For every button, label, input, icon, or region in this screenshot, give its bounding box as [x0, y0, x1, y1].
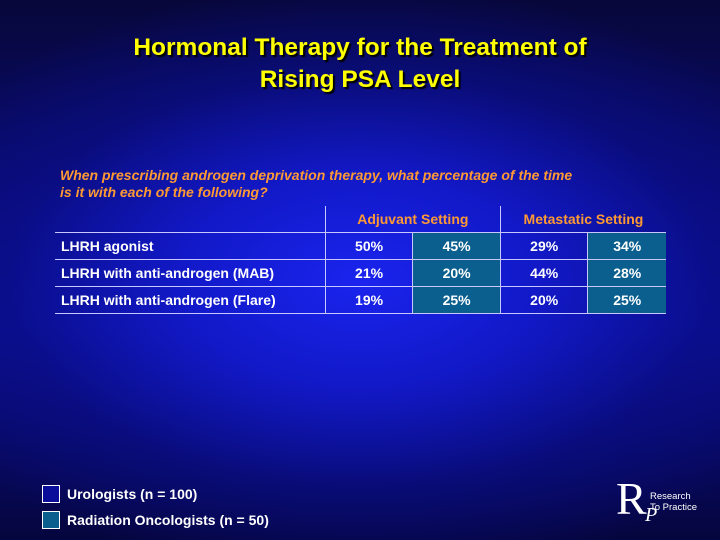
- table-row: LHRH with anti-androgen (Flare) 19% 25% …: [55, 286, 666, 314]
- slide-title: Hormonal Therapy for the Treatment of Ri…: [0, 32, 720, 96]
- question-line-1: When prescribing androgen deprivation th…: [60, 167, 573, 183]
- empty-header-cell: [55, 206, 326, 233]
- legend-label: Radiation Oncologists (n = 50): [67, 512, 269, 528]
- research-to-practice-logo: R P Research To Practice: [616, 474, 716, 528]
- radiation-metastatic-value: 28%: [587, 259, 666, 287]
- legend-item-radiation-oncologists: Radiation Oncologists (n = 50): [42, 511, 269, 529]
- metastatic-setting-header: Metastatic Setting: [500, 206, 666, 233]
- row-label: LHRH with anti-androgen (MAB): [55, 259, 326, 287]
- legend-label: Urologists (n = 100): [67, 486, 198, 502]
- radiation-metastatic-value: 34%: [587, 232, 666, 260]
- radiation-adjuvant-value: 45%: [412, 232, 501, 260]
- urologists-adjuvant-value: 19%: [325, 286, 414, 314]
- logo-text-line-1: Research: [650, 491, 691, 502]
- title-line-2: Rising PSA Level: [259, 66, 461, 93]
- logo-letter-r: R: [616, 473, 647, 524]
- radiation-adjuvant-value: 25%: [412, 286, 501, 314]
- urologists-adjuvant-value: 50%: [325, 232, 414, 260]
- row-label: LHRH agonist: [55, 232, 326, 260]
- results-table: Adjuvant Setting Metastatic Setting LHRH…: [55, 206, 666, 314]
- survey-question: When prescribing androgen deprivation th…: [60, 167, 680, 201]
- legend-item-urologists: Urologists (n = 100): [42, 485, 197, 503]
- title-line-1: Hormonal Therapy for the Treatment of: [133, 34, 587, 61]
- table-row: LHRH with anti-androgen (MAB) 21% 20% 44…: [55, 259, 666, 287]
- legend-swatch-radiation-oncologists: [42, 511, 60, 529]
- table-row: LHRH agonist 50% 45% 29% 34%: [55, 232, 666, 260]
- adjuvant-setting-header: Adjuvant Setting: [325, 206, 501, 233]
- urologists-metastatic-value: 29%: [500, 232, 589, 260]
- urologists-adjuvant-value: 21%: [325, 259, 414, 287]
- urologists-metastatic-value: 20%: [500, 286, 589, 314]
- logo-letter-p: P: [645, 504, 658, 526]
- legend-swatch-urologists: [42, 485, 60, 503]
- table-header-row: Adjuvant Setting Metastatic Setting: [55, 206, 666, 233]
- question-line-2: is it with each of the following?: [60, 184, 268, 200]
- row-label: LHRH with anti-androgen (Flare): [55, 286, 326, 314]
- urologists-metastatic-value: 44%: [500, 259, 589, 287]
- logo-text-line-2: To Practice: [650, 502, 697, 513]
- logo-text: Research To Practice: [650, 491, 697, 513]
- radiation-metastatic-value: 25%: [587, 286, 666, 314]
- radiation-adjuvant-value: 20%: [412, 259, 501, 287]
